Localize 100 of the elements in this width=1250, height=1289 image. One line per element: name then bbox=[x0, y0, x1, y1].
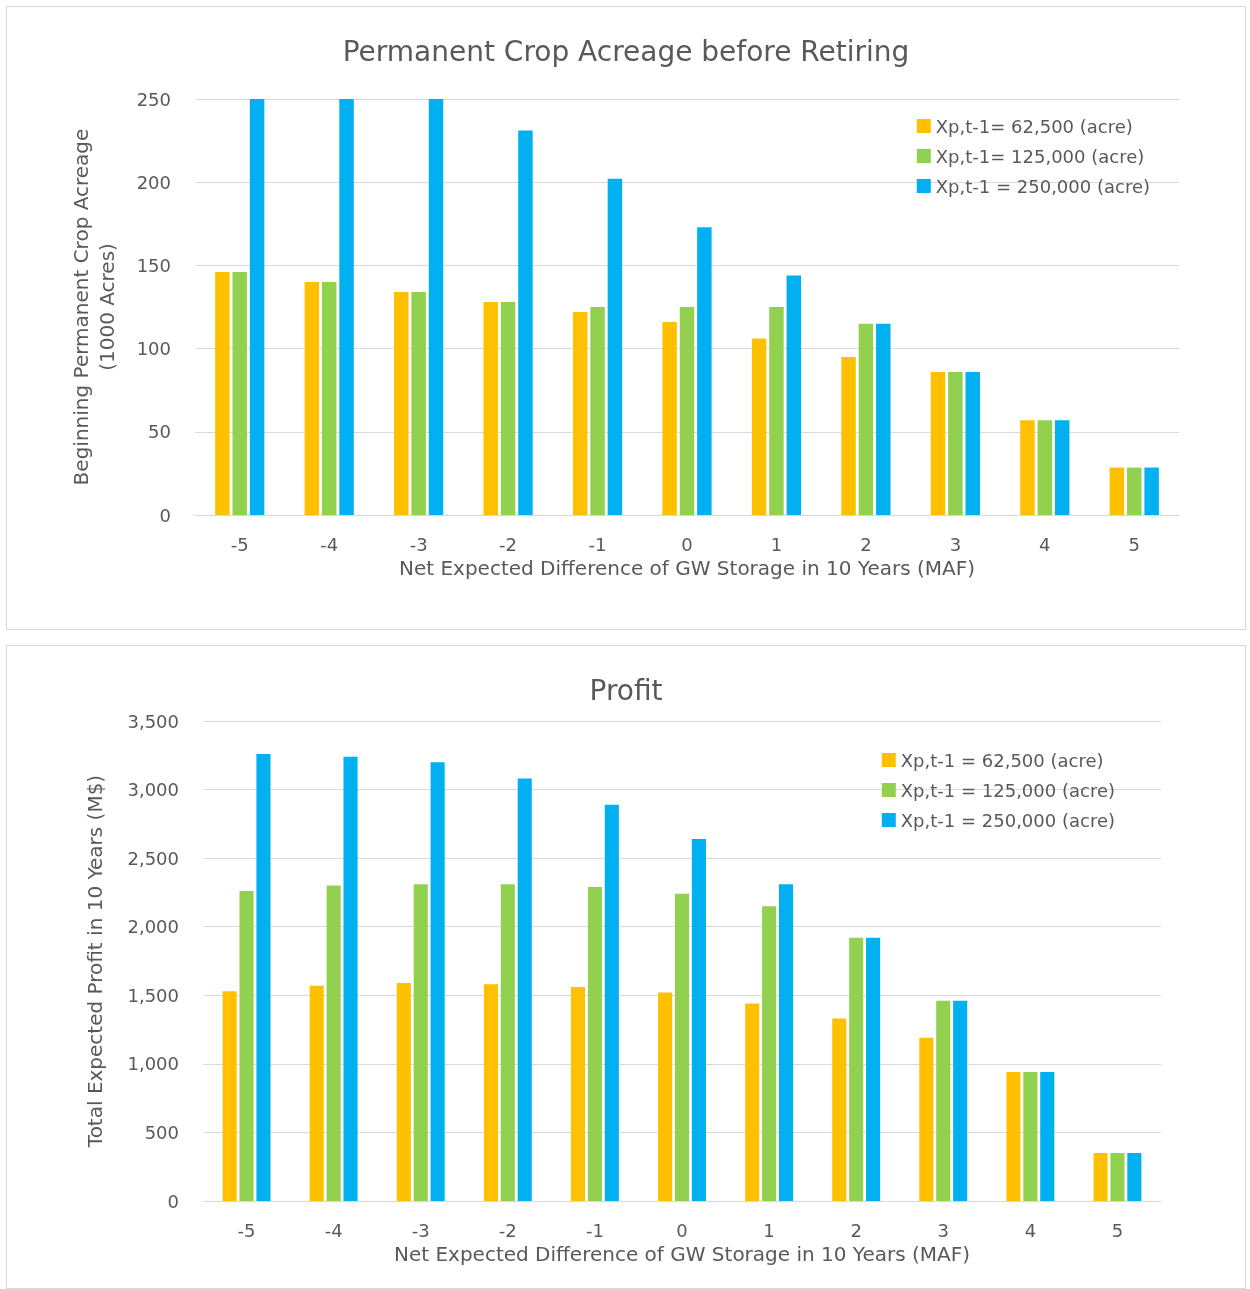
x-tick-label: 2 bbox=[860, 533, 872, 555]
bar bbox=[1109, 467, 1125, 515]
bar bbox=[1127, 467, 1142, 515]
x-tick-label: 1 bbox=[770, 533, 783, 555]
bar bbox=[1093, 1153, 1108, 1201]
y-tick-label: 150 bbox=[136, 254, 171, 276]
bar bbox=[1110, 1153, 1125, 1201]
y-tick-label: 100 bbox=[136, 338, 171, 360]
x-tick-label: -2 bbox=[498, 1219, 517, 1241]
bar bbox=[256, 753, 271, 1201]
bar bbox=[1023, 1072, 1038, 1201]
bar bbox=[1144, 467, 1159, 515]
y-tick-label: 3,000 bbox=[127, 779, 179, 801]
bar bbox=[1127, 1153, 1142, 1201]
bar bbox=[309, 985, 324, 1201]
y-tick-label: 200 bbox=[136, 171, 171, 193]
bar bbox=[658, 992, 673, 1201]
chart-title: Permanent Crop Acreage before Retiring bbox=[342, 34, 910, 68]
x-tick-label: 0 bbox=[681, 533, 693, 555]
legend-label: Xp,t-1= 125,000 (acre) bbox=[935, 145, 1145, 167]
x-tick-label: 5 bbox=[1128, 533, 1140, 555]
bar bbox=[858, 323, 874, 515]
bar bbox=[518, 130, 533, 515]
legend-label: Xp,t-1 = 250,000 (acre) bbox=[935, 175, 1150, 197]
x-tick-label: -1 bbox=[585, 1219, 604, 1241]
bar bbox=[1006, 1072, 1021, 1201]
x-tick-label: 2 bbox=[850, 1219, 862, 1241]
bar bbox=[411, 292, 426, 515]
bar bbox=[965, 371, 980, 515]
x-axis-title: Net Expected Difference of GW Storage in 10 Years (MAF) bbox=[393, 1241, 971, 1266]
legend-label: Xp,t-1 = 125,000 (acre) bbox=[900, 779, 1115, 801]
bar bbox=[697, 227, 712, 515]
bar bbox=[570, 987, 586, 1201]
bar bbox=[321, 282, 337, 515]
x-tick-label: -3 bbox=[411, 1219, 430, 1241]
x-tick-label: -5 bbox=[230, 533, 249, 555]
x-tick-label: -3 bbox=[409, 533, 428, 555]
bar bbox=[517, 778, 532, 1201]
bar bbox=[343, 756, 358, 1201]
bar bbox=[339, 99, 354, 515]
bar bbox=[778, 884, 794, 1201]
bar bbox=[936, 1000, 951, 1201]
bar bbox=[396, 982, 411, 1201]
bar bbox=[930, 371, 946, 515]
legend-label: Xp,t-1 = 62,500 (acre) bbox=[900, 749, 1104, 771]
x-tick-label: 5 bbox=[1111, 1219, 1124, 1241]
bar bbox=[604, 804, 619, 1201]
bar bbox=[841, 356, 856, 515]
bar bbox=[1020, 420, 1035, 515]
bar bbox=[607, 178, 623, 515]
bar bbox=[769, 307, 784, 515]
x-tick-label: 3 bbox=[937, 1219, 949, 1241]
bar bbox=[919, 1037, 934, 1201]
bar bbox=[832, 1018, 847, 1201]
x-axis-title: Net Expected Difference of GW Storage in 10 Years (MAF) bbox=[398, 555, 976, 580]
bar bbox=[953, 1000, 968, 1201]
bar bbox=[679, 307, 695, 515]
y-tick-label: 0 bbox=[167, 1190, 179, 1212]
x-tick-label: 0 bbox=[676, 1219, 688, 1241]
bar bbox=[239, 891, 254, 1201]
bar bbox=[232, 272, 247, 515]
y-axis-title: Total Expected Profit in 10 Years (M$) bbox=[83, 774, 107, 1149]
bar bbox=[215, 272, 230, 515]
bar bbox=[222, 991, 237, 1201]
bar bbox=[948, 371, 963, 515]
bar bbox=[572, 311, 588, 515]
bar bbox=[876, 323, 891, 515]
x-tick-label: 4 bbox=[1039, 533, 1051, 555]
y-tick-label: 0 bbox=[159, 504, 171, 526]
x-tick-label: 3 bbox=[949, 533, 962, 555]
bar bbox=[751, 338, 767, 515]
x-tick-label: 4 bbox=[1024, 1219, 1037, 1241]
bar bbox=[326, 885, 341, 1201]
x-tick-label: -1 bbox=[588, 533, 607, 555]
bar bbox=[430, 762, 445, 1201]
bar bbox=[849, 937, 864, 1201]
bar bbox=[304, 282, 320, 515]
bar bbox=[500, 884, 515, 1201]
y-tick-label: 1,500 bbox=[127, 984, 179, 1006]
y-tick-label: 250 bbox=[136, 88, 171, 110]
bar bbox=[662, 321, 677, 515]
x-tick-label: 1 bbox=[763, 1219, 775, 1241]
x-tick-label: -5 bbox=[237, 1219, 256, 1241]
y-tick-label: 3,500 bbox=[127, 710, 179, 732]
bar bbox=[1037, 420, 1053, 515]
bar bbox=[428, 99, 444, 515]
bar bbox=[483, 984, 498, 1201]
y-tick-label: 2,000 bbox=[127, 916, 179, 938]
x-tick-label: -2 bbox=[499, 533, 518, 555]
bar bbox=[500, 302, 516, 515]
y-tick-label: 500 bbox=[144, 1121, 179, 1143]
x-tick-label: -4 bbox=[324, 1219, 343, 1241]
bar bbox=[590, 307, 605, 515]
bar bbox=[674, 893, 690, 1201]
bar bbox=[762, 906, 777, 1201]
x-tick-label: -4 bbox=[320, 533, 339, 555]
legend-label: Xp,t-1= 62,500 (acre) bbox=[935, 115, 1133, 137]
chart-title: Profit bbox=[589, 673, 663, 707]
bar bbox=[483, 302, 498, 515]
bar bbox=[587, 886, 602, 1201]
